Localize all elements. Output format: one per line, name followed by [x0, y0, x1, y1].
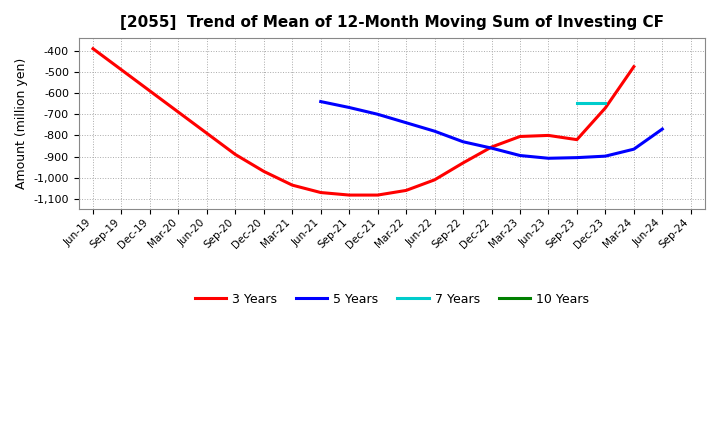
Line: 5 Years: 5 Years — [320, 102, 662, 158]
Title: [2055]  Trend of Mean of 12-Month Moving Sum of Investing CF: [2055] Trend of Mean of 12-Month Moving … — [120, 15, 664, 30]
5 Years — [601, 154, 610, 159]
3 Years — [374, 192, 382, 198]
3 Years — [117, 67, 126, 73]
3 Years — [516, 134, 524, 139]
5 Years — [629, 147, 638, 152]
3 Years — [231, 152, 240, 157]
5 Years — [316, 99, 325, 104]
3 Years — [487, 144, 496, 150]
5 Years — [544, 156, 553, 161]
5 Years — [658, 126, 667, 132]
3 Years — [89, 46, 97, 51]
Y-axis label: Amount (million yen): Amount (million yen) — [15, 58, 28, 189]
3 Years — [601, 105, 610, 110]
Line: 3 Years: 3 Years — [93, 49, 634, 195]
7 Years — [601, 100, 610, 105]
7 Years — [572, 100, 581, 105]
Legend: 3 Years, 5 Years, 7 Years, 10 Years: 3 Years, 5 Years, 7 Years, 10 Years — [189, 288, 594, 311]
3 Years — [572, 137, 581, 142]
3 Years — [174, 110, 183, 115]
3 Years — [259, 169, 268, 174]
3 Years — [345, 192, 354, 198]
5 Years — [431, 128, 439, 134]
5 Years — [402, 120, 410, 125]
3 Years — [544, 133, 553, 138]
3 Years — [288, 183, 297, 188]
3 Years — [459, 160, 467, 165]
3 Years — [202, 131, 211, 136]
5 Years — [572, 155, 581, 160]
3 Years — [316, 190, 325, 195]
5 Years — [516, 153, 524, 158]
3 Years — [431, 177, 439, 183]
5 Years — [374, 112, 382, 117]
3 Years — [402, 188, 410, 193]
5 Years — [487, 146, 496, 151]
3 Years — [145, 88, 154, 94]
5 Years — [459, 139, 467, 144]
5 Years — [345, 105, 354, 110]
3 Years — [629, 64, 638, 70]
